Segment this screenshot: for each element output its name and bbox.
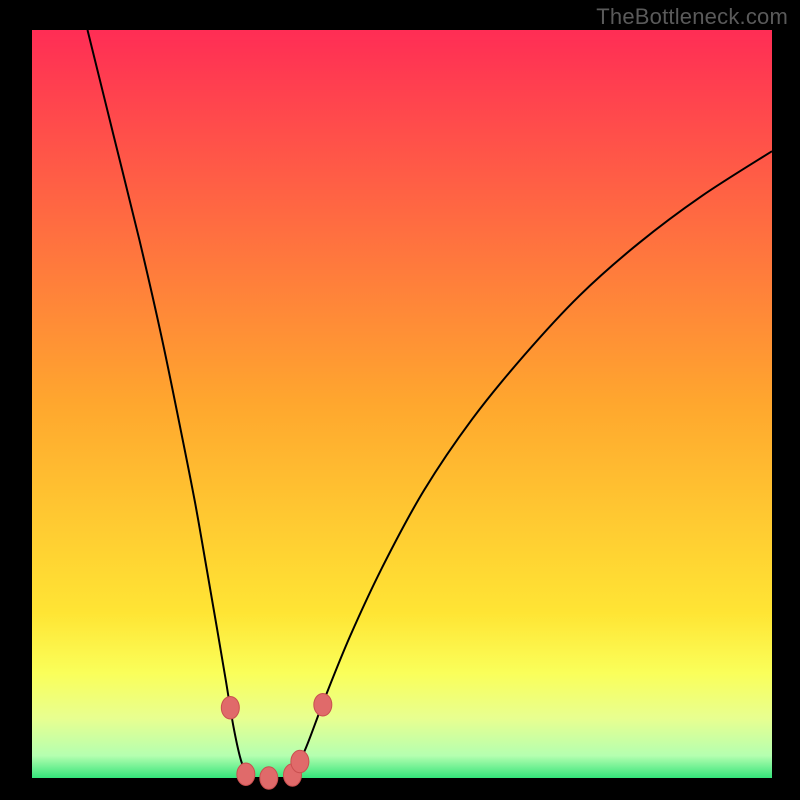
left-curve <box>88 30 249 778</box>
data-marker <box>237 763 255 786</box>
data-markers <box>221 693 332 789</box>
right-curve <box>291 151 772 778</box>
watermark-text: TheBottleneck.com <box>596 4 788 30</box>
data-marker <box>291 750 309 773</box>
data-marker <box>221 696 239 719</box>
data-marker <box>260 767 278 790</box>
chart-overlay <box>0 0 800 800</box>
data-marker <box>314 693 332 716</box>
